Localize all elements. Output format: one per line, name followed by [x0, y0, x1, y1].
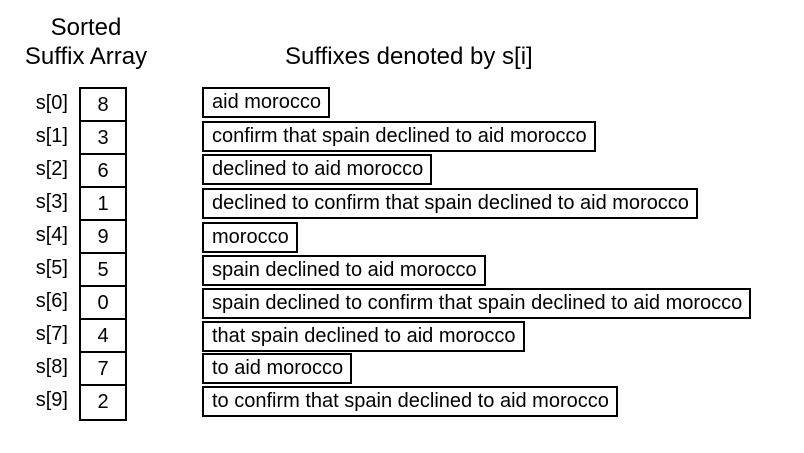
suffix-box: confirm that spain declined to aid moroc…	[202, 121, 596, 152]
row-label: s[1]	[35, 125, 68, 147]
array-cell: 6	[81, 155, 125, 188]
row-label: s[4]	[35, 224, 68, 246]
array-cell: 9	[81, 221, 125, 254]
row-label: s[5]	[35, 257, 68, 279]
suffix-box: that spain declined to aid morocco	[202, 321, 525, 352]
array-cell: 8	[81, 89, 125, 122]
row-label: s[0]	[35, 92, 68, 114]
suffix-array-heading-line1: Sorted	[50, 14, 122, 41]
array-cell: 7	[81, 353, 125, 386]
row-label: s[3]	[35, 191, 68, 213]
suffix-box: to confirm that spain declined to aid mo…	[202, 386, 618, 417]
suffix-array-heading-line2: Suffix Array	[24, 43, 148, 70]
row-label: s[2]	[35, 158, 68, 180]
row-label: s[9]	[35, 389, 68, 411]
suffix-box: spain declined to confirm that spain dec…	[202, 288, 752, 319]
array-cell: 0	[81, 287, 125, 320]
suffixes-heading: Suffixes denoted by s[i]	[285, 43, 533, 70]
suffix-box: morocco	[202, 222, 298, 253]
array-cell: 5	[81, 254, 125, 287]
suffix-box: spain declined to aid morocco	[202, 255, 486, 286]
row-label: s[8]	[35, 356, 68, 378]
suffix-array-heading: Sorted Suffix Array	[10, 13, 162, 71]
suffix-array-column: 8 3 6 1 9 5 0 4 7 2	[79, 87, 127, 421]
suffix-box: to aid morocco	[202, 353, 353, 384]
row-label: s[7]	[35, 323, 68, 345]
array-cell: 1	[81, 188, 125, 221]
suffix-box: declined to aid morocco	[202, 154, 433, 185]
array-cell: 3	[81, 122, 125, 155]
row-label: s[6]	[35, 290, 68, 312]
array-cell: 2	[97, 391, 109, 413]
suffix-box: aid morocco	[202, 87, 330, 118]
array-cell: 4	[81, 320, 125, 353]
suffix-box: declined to confirm that spain declined …	[202, 188, 698, 219]
